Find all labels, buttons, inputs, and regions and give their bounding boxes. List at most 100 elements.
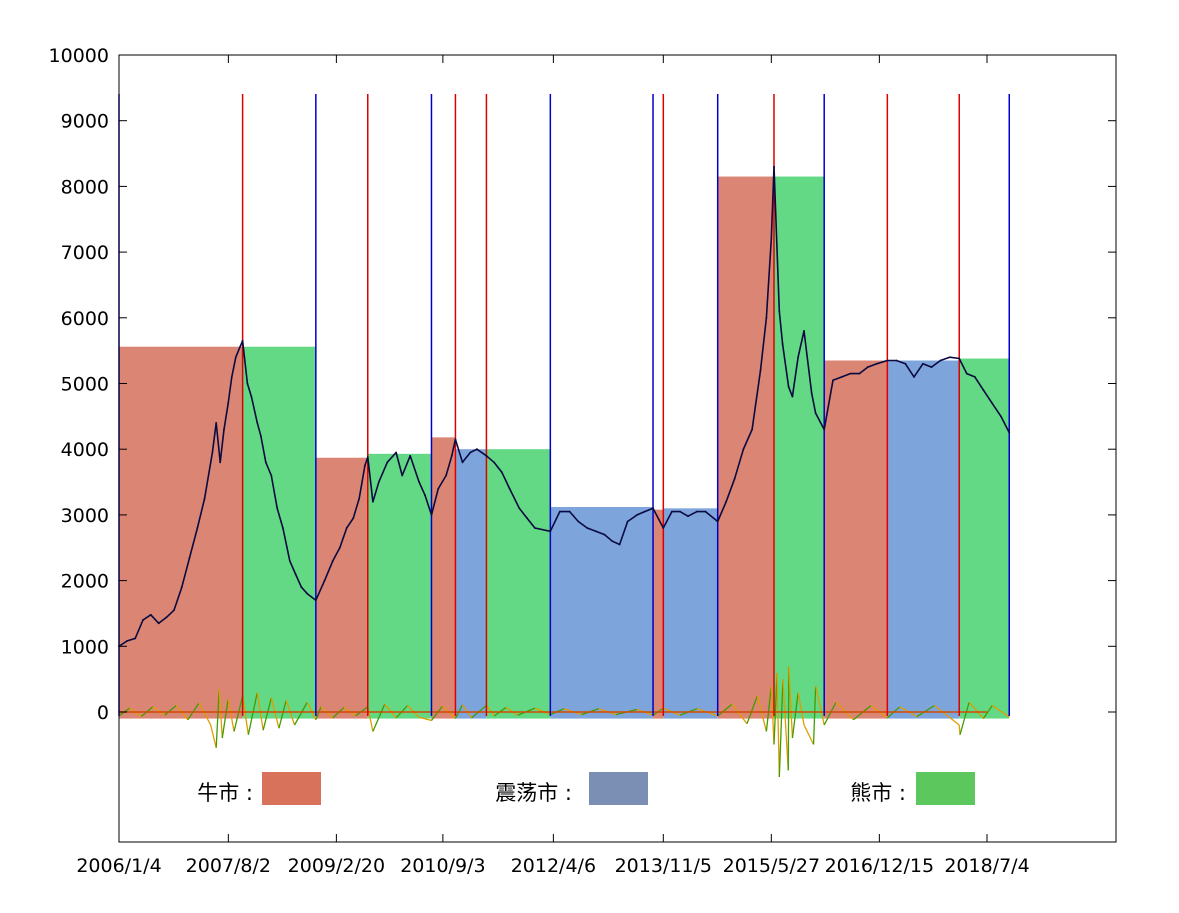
signal-segment	[198, 702, 212, 726]
price-series-point	[716, 520, 719, 523]
price-series-point	[636, 514, 638, 516]
price-series-point	[594, 530, 597, 533]
x-tick-label: 2012/4/6	[511, 855, 596, 877]
price-series-point	[939, 359, 942, 362]
price-series-point	[409, 454, 412, 457]
signal-segment	[815, 685, 825, 726]
signal-series-layer	[118, 666, 1010, 778]
signal-segment	[991, 704, 1010, 718]
price-series-point	[294, 573, 297, 575]
price-series-point	[670, 510, 673, 513]
price-series-point	[781, 343, 784, 345]
price-series-point	[662, 527, 665, 529]
regime-region-bull	[431, 437, 456, 719]
price-series-point	[586, 527, 589, 529]
price-series-point	[196, 527, 199, 529]
plot-frame	[118, 54, 1117, 843]
price-series-point	[922, 362, 924, 365]
price-series-point	[227, 402, 230, 405]
price-series-point	[364, 464, 366, 467]
price-series-point	[241, 339, 244, 342]
signal-segment	[788, 666, 794, 739]
signal-segment	[776, 672, 780, 778]
price-series-point	[886, 359, 889, 362]
price-series-point	[157, 622, 160, 625]
y-tick-label: 10000	[49, 45, 109, 67]
price-series-point	[230, 376, 233, 378]
signal-segment	[367, 706, 374, 732]
x-tick-label: 2010/9/3	[400, 855, 485, 877]
price-series-point	[234, 356, 237, 359]
price-series-point	[725, 500, 727, 503]
price-series-point	[948, 356, 951, 359]
price-series-point	[352, 517, 355, 520]
price-series-point	[331, 559, 334, 562]
x-tick-label: 2006/1/4	[76, 855, 161, 877]
price-series-point	[875, 362, 878, 365]
price-series-point	[338, 546, 341, 549]
price-series-point	[999, 415, 1002, 418]
legend-swatch-bull	[262, 772, 321, 805]
price-series-point	[958, 357, 961, 360]
signal-segment	[247, 692, 258, 735]
price-series-point	[803, 330, 805, 332]
signal-segment	[233, 695, 244, 732]
price-series-point	[1008, 431, 1011, 434]
price-series-point	[445, 474, 448, 477]
signal-segment	[384, 703, 397, 719]
signal-segment	[210, 724, 217, 748]
price-series-point	[276, 507, 279, 510]
price-series-point	[203, 497, 206, 500]
price-series-point	[652, 507, 654, 510]
price-series-point	[223, 428, 225, 431]
signal-segment	[731, 703, 748, 725]
price-series-point	[371, 500, 374, 503]
x-axis: 2006/1/4 2007/8/2 2009/2/20 2010/9/3 2012/4/…	[76, 55, 1030, 877]
price-series-point	[264, 461, 267, 464]
price-series-point	[791, 395, 794, 398]
price-series-point	[256, 422, 259, 424]
price-series-point	[215, 422, 218, 424]
price-series-point	[742, 448, 745, 451]
signal-segment	[803, 724, 815, 745]
y-tick-label: 3000	[61, 505, 109, 527]
price-series-point	[759, 369, 762, 372]
x-tick-label: 2015/5/27	[723, 855, 820, 877]
price-series-point	[377, 481, 380, 483]
price-series-point	[211, 451, 214, 454]
price-series-point	[733, 477, 736, 480]
signal-segment	[797, 692, 805, 726]
price-series-point	[149, 613, 152, 616]
regime-region-bear	[242, 346, 316, 719]
signal-segment	[773, 672, 778, 745]
y-tick-label: 5000	[61, 374, 109, 396]
x-tick-label: 2009/2/20	[288, 855, 385, 877]
signal-segment	[270, 697, 280, 729]
price-series-point	[180, 586, 183, 589]
price-series-point	[493, 461, 495, 464]
price-series-point	[476, 448, 478, 451]
legend-label-bear: 熊市 :	[850, 781, 906, 805]
signal-segment	[241, 695, 249, 735]
price-series-point	[219, 461, 222, 464]
price-series-point	[696, 510, 698, 513]
regime-boundary-lines	[118, 94, 1011, 716]
price-series-point	[250, 395, 253, 398]
signal-segment	[215, 689, 220, 748]
signal-segment	[485, 705, 495, 717]
price-series-point	[982, 389, 985, 391]
price-series-point	[165, 616, 168, 619]
regime-regions	[119, 176, 1010, 719]
price-series-point	[904, 362, 907, 365]
price-series-point	[314, 599, 317, 602]
signal-segment	[418, 716, 432, 722]
price-series-point	[577, 520, 580, 523]
price-series-point	[282, 527, 284, 529]
signal-segment	[227, 698, 235, 732]
price-series-point	[300, 586, 303, 589]
signal-segment	[835, 701, 854, 721]
x-tick-label: 2018/7/4	[944, 855, 1029, 877]
price-series-point	[461, 461, 464, 464]
price-series-point	[418, 481, 421, 483]
signal-segment	[812, 685, 817, 745]
